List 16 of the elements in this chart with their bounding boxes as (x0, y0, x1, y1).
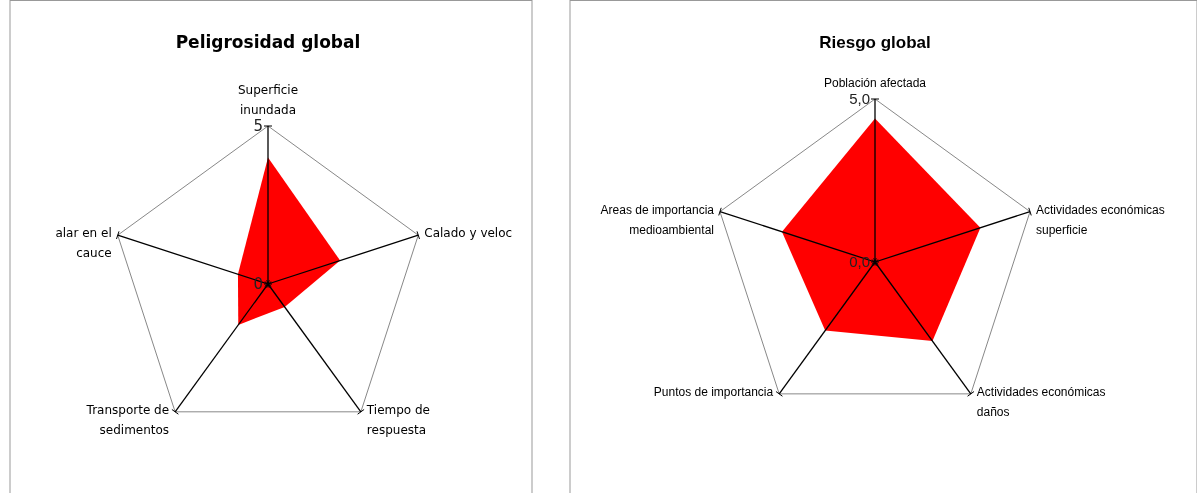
chart-title: Riesgo global (819, 33, 931, 52)
spoke-label: Areas de importancia medioambiental (600, 202, 715, 237)
y-tick-label: 5,0 (849, 90, 870, 107)
y-tick-label: 0 (253, 275, 263, 293)
spoke-label: Tiempo de respuesta (365, 402, 431, 437)
spoke-label: Superficie inundada (237, 83, 299, 117)
spoke-label: Transporte de sedimentos (85, 402, 170, 437)
spoke-label: Población afectada (823, 76, 927, 90)
chart-title: Peligrosidad global (175, 32, 361, 52)
spoke-label: alar en el cauce (55, 226, 112, 261)
spoke-label: Puntos de importancia (653, 384, 774, 399)
y-tick-label: 0,0 (849, 253, 870, 270)
spoke-label: Actividades económicas daños (976, 384, 1106, 419)
spoke-label: Calado y veloc (424, 226, 513, 241)
y-tick-label: 5 (253, 117, 263, 135)
spoke-label: Actividades económicas superficie (1036, 202, 1165, 237)
